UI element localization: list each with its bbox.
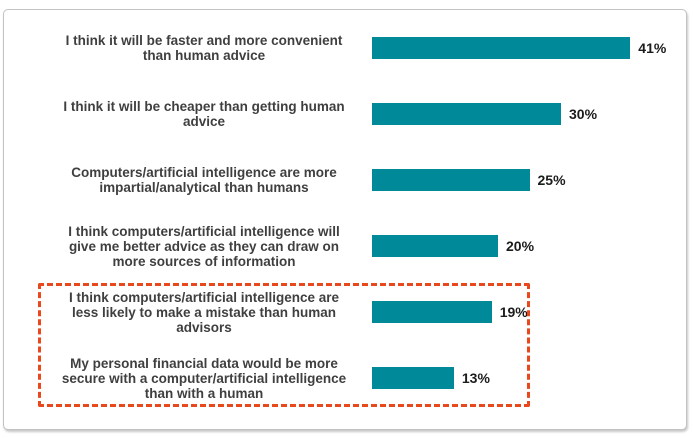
value-label: 30% bbox=[569, 106, 598, 122]
value-label: 25% bbox=[537, 172, 566, 188]
chart-row: I think it will be cheaper than getting … bbox=[4, 81, 686, 147]
category-label: I think it will be faster and more conve… bbox=[65, 33, 343, 63]
bar-group: 25% bbox=[372, 169, 566, 191]
value-label: 19% bbox=[499, 304, 528, 320]
category-label: I think it will be cheaper than getting … bbox=[63, 99, 345, 129]
chart-row: Computers/artificial intelligence are mo… bbox=[4, 147, 686, 213]
bar-group: 20% bbox=[372, 235, 534, 257]
bar-group: 41% bbox=[372, 37, 666, 59]
chart-row: I think computers/artificial intelligenc… bbox=[4, 213, 686, 279]
bar-group: 19% bbox=[372, 301, 528, 323]
chart-card: I think it will be faster and more conve… bbox=[3, 9, 687, 430]
chart-row: I think computers/artificial intelligenc… bbox=[4, 279, 686, 345]
bar bbox=[372, 37, 631, 59]
bar bbox=[372, 301, 492, 323]
value-label: 41% bbox=[638, 40, 667, 56]
bar bbox=[372, 235, 498, 257]
category-label: I think computers/artificial intelligenc… bbox=[68, 223, 340, 269]
bar bbox=[372, 103, 561, 125]
value-label: 20% bbox=[506, 238, 535, 254]
bar bbox=[372, 169, 530, 191]
bar-chart: I think it will be faster and more conve… bbox=[4, 15, 686, 411]
category-label: Computers/artificial intelligence are mo… bbox=[71, 165, 337, 195]
chart-row: My personal financial data would be more… bbox=[4, 345, 686, 411]
category-label: I think computers/artificial intelligenc… bbox=[68, 289, 340, 335]
category-label: My personal financial data would be more… bbox=[61, 355, 347, 401]
bar-group: 13% bbox=[372, 367, 490, 389]
bar-group: 30% bbox=[372, 103, 597, 125]
chart-row: I think it will be faster and more conve… bbox=[4, 15, 686, 81]
value-label: 13% bbox=[461, 370, 490, 386]
bar bbox=[372, 367, 454, 389]
